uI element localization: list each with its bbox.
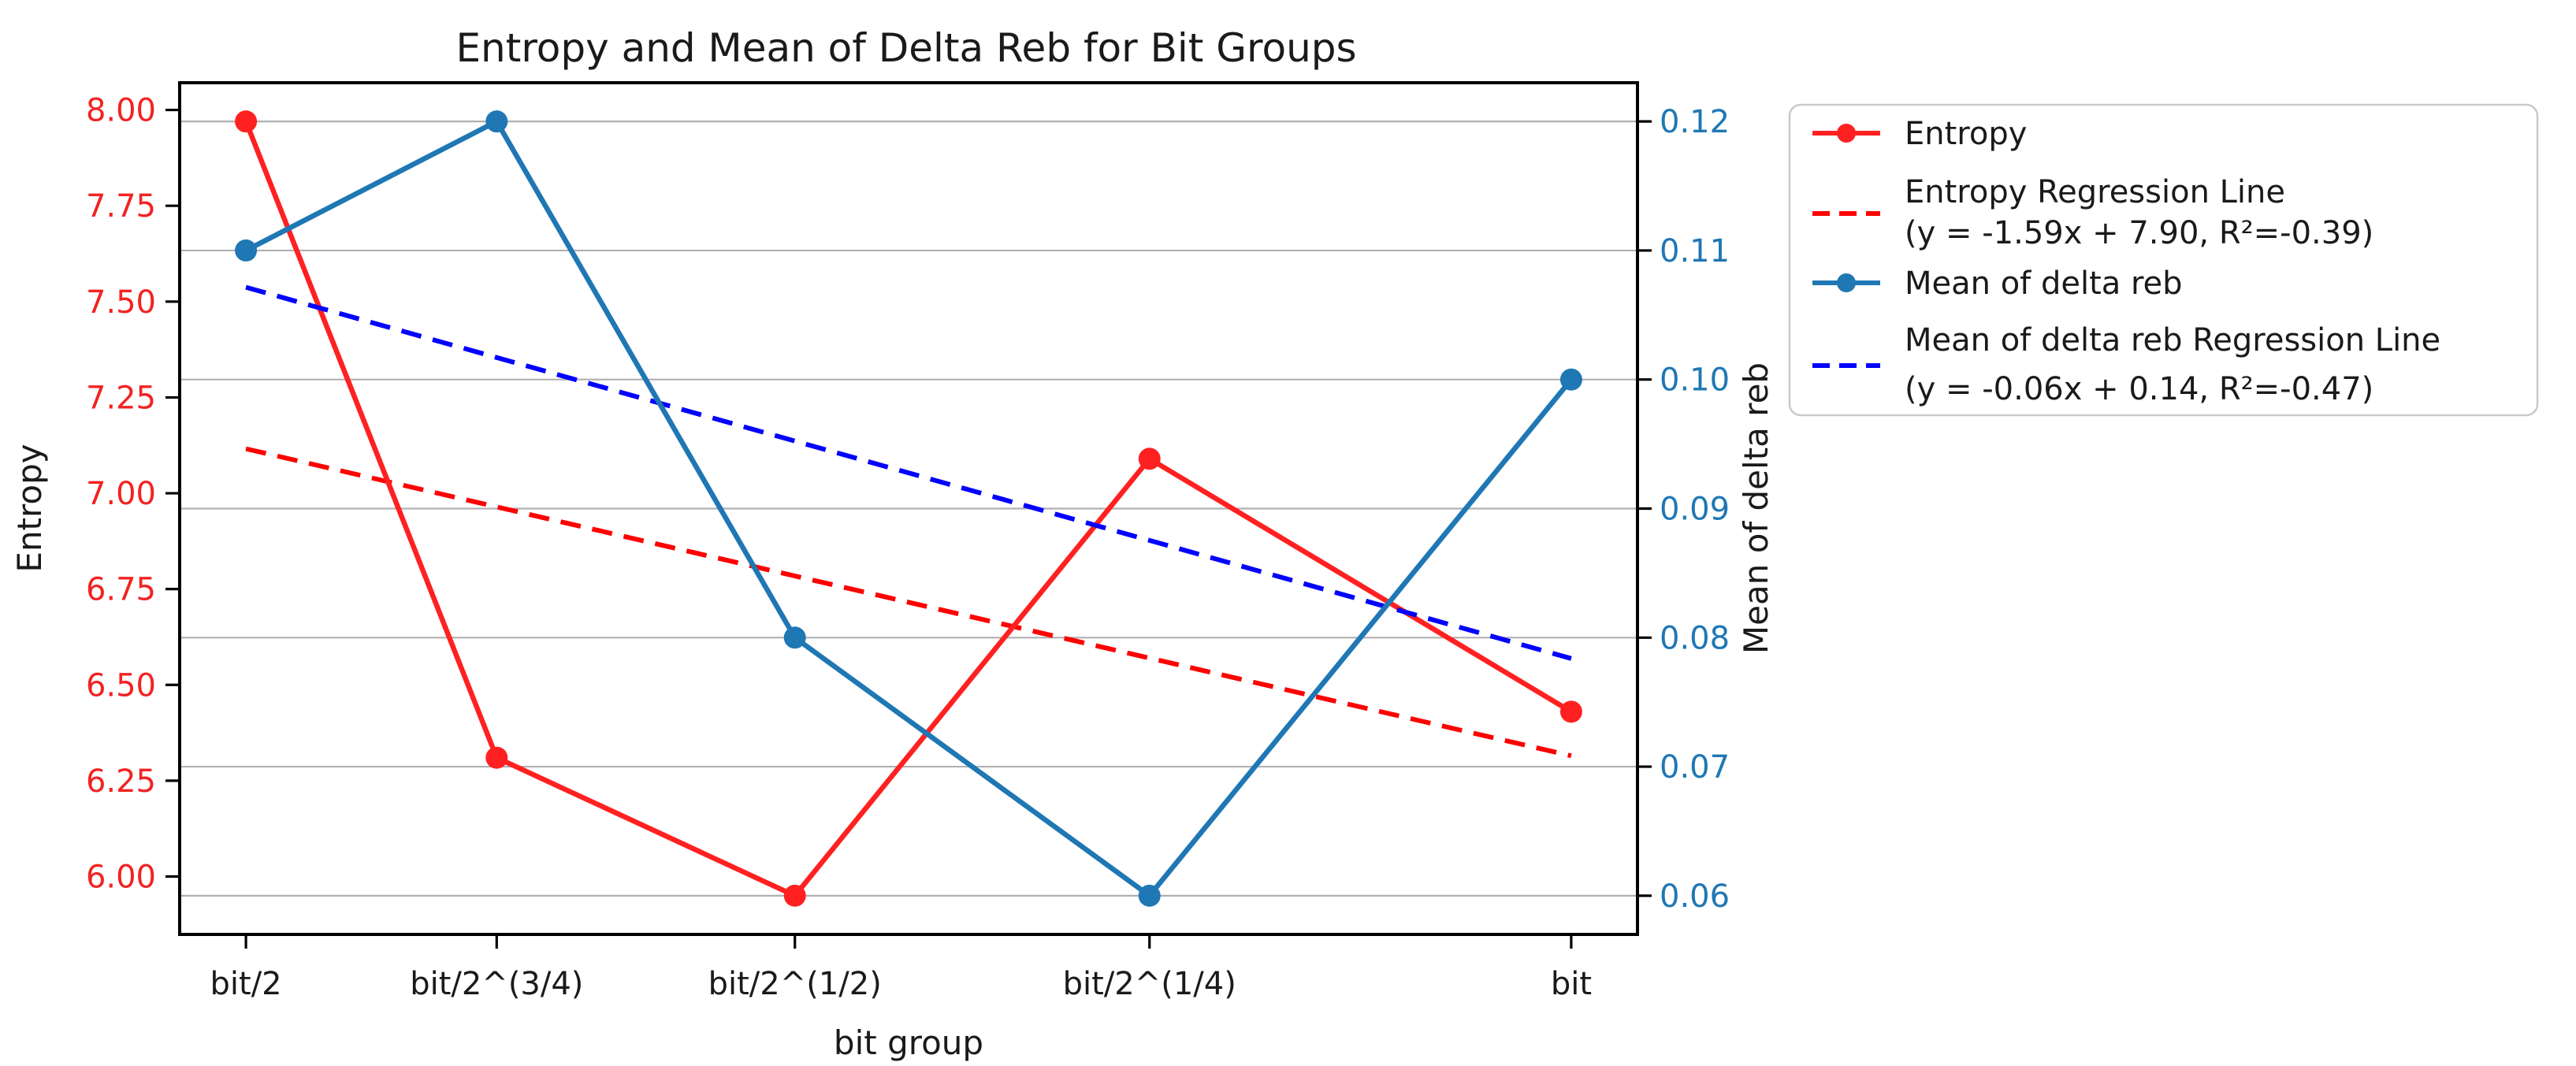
right-y-axis-label: Mean of delta reb [1737, 362, 1775, 654]
entropy-point [1559, 700, 1582, 723]
legend-sample-marker [1837, 124, 1856, 143]
legend-entry-label: Entropy Regression Line (y = -1.59x + 7.9… [1905, 174, 2373, 251]
delta-reb-point [783, 626, 806, 649]
y-tick-label-right: 0.09 [1660, 492, 1730, 528]
legend-entry-line: (y = -0.06x + 0.14, R²=-0.47) [1905, 371, 2373, 407]
legend-sample-marker [1837, 273, 1856, 292]
delta-reb-point [485, 110, 508, 133]
legend-box [1788, 103, 2539, 417]
x-tick-label: bit/2^(1/2) [708, 966, 882, 1002]
entropy-point [1138, 448, 1161, 470]
chart-title: Entropy and Mean of Delta Reb for Bit Gr… [455, 25, 1356, 71]
x-tick-label: bit/2^(1/4) [1063, 966, 1236, 1002]
delta-reb-point [1559, 368, 1582, 391]
delta-reb-point [235, 239, 258, 262]
y-tick-label-right: 0.08 [1660, 620, 1730, 656]
legend-entry-line: Mean of delta reb [1905, 266, 2183, 302]
legend-entry-line: (y = -1.59x + 7.90, R²=-0.39) [1905, 215, 2373, 251]
y-tick-label-right: 0.07 [1660, 749, 1730, 786]
x-tick-label: bit [1551, 966, 1592, 1002]
entropy-regression-line [245, 446, 1572, 759]
entropy-point [783, 884, 806, 907]
y-tick-label-left: 7.25 [86, 380, 156, 416]
y-tick-label-left: 7.00 [86, 476, 156, 512]
legend-entry-line: Entropy [1905, 116, 2027, 152]
entropy-point [235, 110, 258, 133]
legend-entry-label: Mean of delta reb [1905, 266, 2183, 302]
y-tick-label-left: 7.50 [86, 284, 156, 321]
legend-entry-line: Mean of delta reb Regression Line [1905, 322, 2440, 358]
y-tick-label-right: 0.10 [1660, 362, 1730, 399]
legend-entry-label: Entropy [1905, 116, 2027, 152]
x-axis-label: bit group [834, 1023, 983, 1062]
left-y-axis-label: Entropy [10, 444, 49, 572]
y-tick-label-left: 6.25 [86, 763, 156, 800]
chart-generated-layer: 8.00 7.75 7.50 7.25 7.00 6.75 6.50 6.25 6.00 0.12… [86, 81, 2539, 1002]
x-tick-label: bit/2 [210, 966, 282, 1002]
delta-reb-point [1138, 884, 1161, 907]
entropy-point [485, 746, 508, 769]
y-tick-label-left: 6.00 [86, 859, 156, 895]
y-tick-label-right: 0.06 [1660, 878, 1730, 915]
y-tick-label-left: 6.75 [86, 572, 156, 608]
y-tick-label-left: 7.75 [86, 188, 156, 225]
delta-reb-regression-line [245, 284, 1572, 661]
y-tick-label-left: 6.50 [86, 667, 156, 704]
y-tick-label-right: 0.11 [1660, 233, 1730, 269]
legend-entry-line: Entropy Regression Line [1905, 174, 2285, 210]
y-tick-label-left: 8.00 [86, 93, 156, 129]
x-tick-label: bit/2^(3/4) [410, 966, 583, 1002]
legend-entry-label: Mean of delta reb Regression Line (y = -0… [1905, 322, 2440, 407]
y-tick-label-right: 0.12 [1660, 104, 1730, 140]
